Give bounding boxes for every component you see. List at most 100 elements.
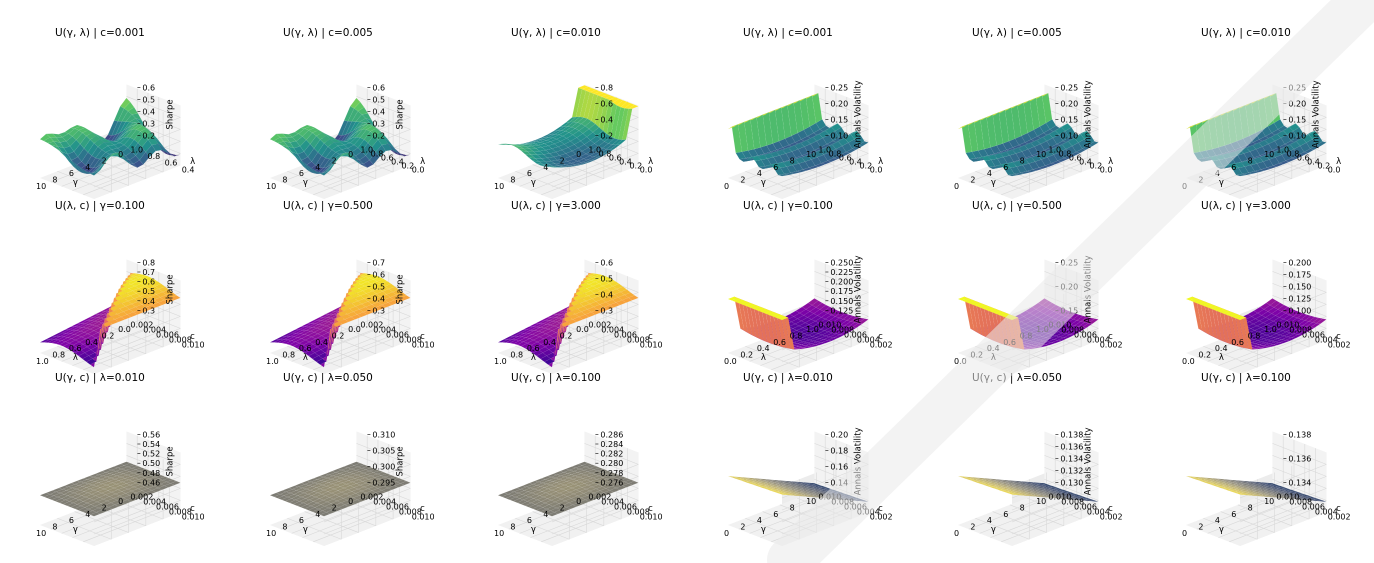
x-tick-label: 8 [510, 523, 515, 532]
grid-line [519, 499, 607, 534]
x-tick-label: 0.4 [987, 344, 1000, 353]
surface-face [359, 306, 370, 313]
surface-face [362, 288, 373, 294]
z-tick-label: 0.6 [372, 83, 385, 92]
z-tick-label: 0.136 [1288, 454, 1311, 463]
surface-face [343, 463, 355, 468]
y-axis-label: λ [1108, 157, 1113, 167]
x-tick-label: 8 [52, 176, 57, 185]
x-tick-label: 6 [299, 516, 304, 525]
y-tick-label: 0.002 [360, 320, 383, 329]
panel-title: U(λ, c) | γ=0.100 [55, 200, 145, 212]
surface-face [291, 495, 303, 501]
surface-face [380, 294, 391, 300]
x-axis-label: γ [73, 525, 78, 535]
surface-face [528, 323, 539, 327]
surface-face [51, 496, 62, 502]
x-tick-label: 0.6 [527, 344, 540, 353]
surface-face [298, 484, 310, 489]
y-tick-label: 0.0 [412, 165, 425, 174]
surface-face [343, 485, 355, 490]
z-tick-label: 0.250 [830, 258, 853, 267]
z-tick-label: 0.6 [372, 270, 385, 279]
x-tick-label: 1.0 [266, 357, 279, 366]
surface-plot: 0.25 0.20 0.15 0.10 Annals Volatility 0 2 4 6 8 10… [954, 80, 1113, 199]
panel-title: U(γ, λ) | c=0.005 [283, 27, 373, 39]
z-tick-label: 0.48 [142, 469, 160, 478]
z-tick-label: 0.15 [1288, 115, 1306, 124]
z-tick-label: 0.20 [830, 430, 848, 439]
z-tick-label: 0.138 [1060, 430, 1083, 439]
surface-face [565, 466, 577, 471]
y-tick-label: 0.004 [143, 325, 166, 334]
surface-face [118, 478, 130, 483]
surface-face [277, 141, 289, 147]
x-axis-label: γ [1219, 178, 1224, 188]
x-tick-label: 0.0 [118, 325, 131, 334]
grid-line [339, 325, 394, 348]
surface-face [314, 320, 326, 325]
surface-face [319, 170, 331, 176]
surface-face [125, 468, 137, 472]
y-tick-label: 0.6 [609, 153, 622, 162]
z-tick-label: 0.132 [1060, 466, 1083, 475]
y-axis-label: c [1108, 332, 1113, 342]
y-tick-label: 0.4 [619, 157, 632, 166]
z-tick-label: 0.4 [142, 107, 155, 116]
surface-face [540, 508, 551, 514]
y-axis-label: λ [420, 157, 425, 167]
surface-face [602, 475, 614, 480]
surface-face [392, 289, 403, 296]
surface-face [620, 477, 632, 482]
surface-face [76, 320, 88, 324]
x-tick-label: 1.0 [36, 357, 49, 366]
y-tick-label: 0.004 [373, 325, 396, 334]
x-tick-label: 0.2 [102, 331, 115, 340]
x-tick-label: 0.0 [348, 325, 361, 334]
z-tick-label: 0.50 [142, 459, 160, 468]
surface-face [592, 475, 604, 480]
surface-face [543, 358, 555, 365]
x-tick-label: 0.2 [1198, 351, 1211, 360]
surface-face [546, 495, 558, 501]
surface-face [737, 297, 749, 334]
surface-face [269, 492, 281, 497]
surface-face [314, 504, 326, 510]
x-tick-label: 1.0 [806, 325, 819, 334]
surface-face [750, 478, 761, 481]
grid-line [74, 511, 129, 533]
surface-face [539, 492, 551, 498]
x-tick-label: 2 [970, 176, 975, 185]
surface-face [308, 352, 319, 360]
surface-face [139, 482, 151, 487]
surface-face [150, 294, 161, 300]
z-tick-label: 0.10 [1288, 131, 1306, 140]
x-tick-label: 0 [348, 150, 353, 159]
surface-face [102, 321, 113, 327]
z-tick-label: 0.305 [372, 446, 395, 455]
surface-face [547, 512, 559, 517]
surface-face [743, 302, 754, 307]
surface-face [603, 304, 615, 311]
x-tick-label: 8 [790, 156, 795, 165]
surface-face [572, 316, 584, 323]
grid-line [515, 171, 570, 193]
surface-face [608, 294, 619, 300]
y-tick-label: 0.4 [391, 157, 404, 166]
z-axis-label: Annals Volatility [1311, 80, 1321, 148]
y-axis-label: c [1336, 504, 1341, 514]
surface-face [269, 339, 281, 343]
surface-face [113, 463, 125, 468]
z-tick-label: 0.20 [830, 99, 848, 108]
x-tick-label: 1.0 [1264, 325, 1277, 334]
surface-face [129, 482, 141, 488]
surface-face [353, 309, 364, 315]
grid-line [515, 518, 570, 540]
y-tick-label: 0.002 [130, 492, 153, 501]
surface-face [162, 289, 173, 296]
surface-face [323, 487, 335, 492]
surface-face [294, 326, 305, 331]
panel-title: U(γ, c) | λ=0.100 [1201, 372, 1291, 384]
z-tick-label: 0.4 [600, 290, 613, 299]
surface-face [519, 495, 531, 501]
